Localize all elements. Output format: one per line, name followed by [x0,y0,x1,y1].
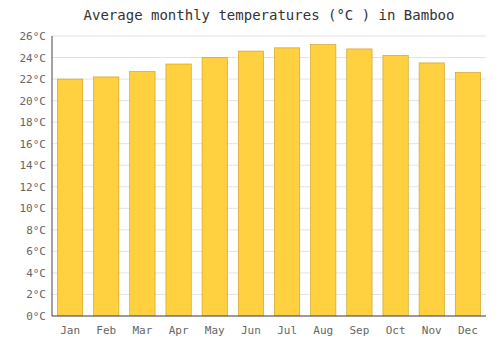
y-tick-label: 14°C [20,159,47,172]
y-tick-label: 10°C [20,202,47,215]
y-tick-label: 20°C [20,95,47,108]
x-tick-label: May [205,324,225,337]
bar [383,55,408,316]
x-tick-label: Sep [349,324,369,337]
y-tick-label: 18°C [20,116,47,129]
x-tick-label: Nov [422,324,442,337]
y-tick-label: 2°C [26,288,46,301]
grid-line [52,36,486,37]
x-tick-label: Dec [458,324,478,337]
grid-line [52,57,486,58]
bar [347,49,372,316]
title: Average monthly temperatures (°C ) in Ba… [84,7,455,23]
bar [166,64,191,316]
y-axis-line [52,36,53,316]
y-tick-label: 6°C [26,245,46,258]
grid [52,36,486,316]
bar [274,48,299,316]
y-tick-label: 26°C [20,30,47,43]
bar [455,73,480,316]
x-tick-label: Feb [96,324,116,337]
bars [57,45,480,316]
y-tick-label: 24°C [20,52,47,65]
bar [57,79,82,316]
x-tick-label: Jan [60,324,80,337]
bar [311,45,336,316]
x-tick-label: Jun [241,324,261,337]
y-tick-label: 22°C [20,73,47,86]
bar [130,72,155,316]
x-tick-label: Oct [386,324,406,337]
x-tick-label: Apr [169,324,189,337]
bar [419,63,444,316]
y-tick-label: 16°C [20,138,47,151]
bar [94,77,119,316]
y-tick-label: 8°C [26,224,46,237]
bar [238,51,263,316]
x-tick-label: Mar [132,324,152,337]
x-axis-line [52,316,486,317]
y-tick-label: 12°C [20,181,47,194]
y-tick-label: 0°C [26,310,46,323]
x-tick-label: Jul [277,324,297,337]
chart: Average monthly temperatures (°C ) in Ba… [0,0,500,350]
x-tick-label: Aug [313,324,333,337]
y-tick-label: 4°C [26,267,46,280]
grid-line [52,316,486,317]
bar [202,58,227,316]
